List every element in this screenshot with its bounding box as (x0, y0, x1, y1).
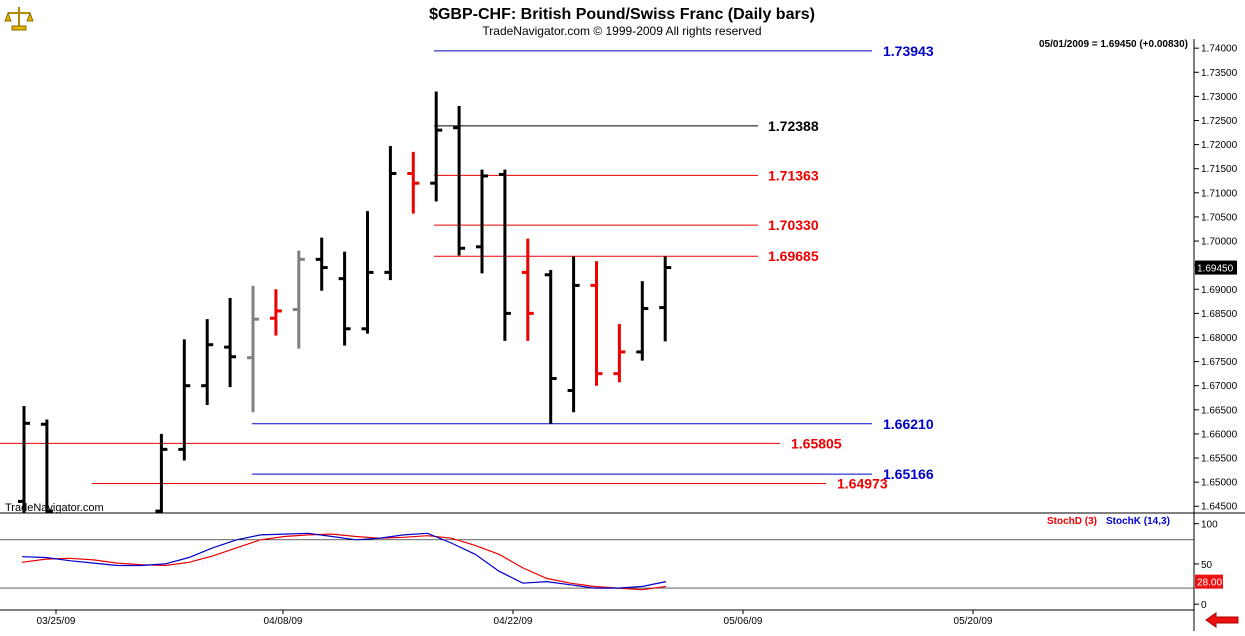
price-tick-label: 1.73500 (1201, 68, 1238, 79)
date-tick-label: 05/06/09 (724, 616, 763, 627)
stoch-tick-label: 50 (1201, 560, 1213, 571)
date-tick-label: 03/25/09 (37, 616, 76, 627)
level-label: 1.73943 (883, 43, 934, 59)
price-tick-label: 1.73000 (1201, 92, 1238, 103)
date-tick-label: 05/20/09 (954, 616, 993, 627)
legend-stochk: StochK (14,3) (1106, 516, 1170, 527)
ohlc-bar (292, 250, 305, 349)
ohlc-bar (659, 256, 672, 342)
legend-stochd: StochD (3) (1047, 516, 1097, 527)
ohlc-bar (407, 151, 420, 214)
ohlc-bar (155, 433, 168, 513)
price-tick-label: 1.64500 (1201, 502, 1238, 513)
level-label: 1.65805 (791, 435, 842, 451)
price-tick-label: 1.67500 (1201, 357, 1238, 368)
date-tick-label: 04/22/09 (494, 616, 533, 627)
last-price-box (1195, 260, 1237, 275)
level-label: 1.72388 (768, 118, 819, 134)
ohlc-bar (18, 405, 30, 513)
ohlc-bar (269, 289, 282, 336)
stoch-tick-label: 0 (1201, 600, 1207, 611)
stoch-tick-label: 100 (1201, 520, 1218, 531)
level-label: 1.70330 (768, 217, 819, 233)
price-tick-label: 1.71000 (1201, 188, 1238, 199)
price-tick-label: 1.74000 (1201, 44, 1238, 55)
price-tick-label: 1.66500 (1201, 405, 1238, 416)
level-label: 1.64973 (837, 475, 888, 491)
ohlc-bar (224, 297, 237, 388)
price-tick-label: 1.72000 (1201, 140, 1238, 151)
chart-title: $GBP-CHF: British Pound/Swiss Franc (Dai… (429, 6, 815, 23)
ohlc-bar (384, 146, 397, 281)
price-tick-label: 1.69000 (1201, 285, 1238, 296)
level-label: 1.66210 (883, 416, 934, 432)
ohlc-bar (590, 261, 603, 386)
price-tick-label: 1.65000 (1201, 478, 1238, 489)
price-tick-label: 1.72500 (1201, 116, 1238, 127)
red-left-arrow-icon[interactable] (1205, 612, 1239, 628)
level-label: 1.71363 (768, 167, 819, 183)
ohlc-bar (636, 281, 649, 361)
stoch-series-line (21, 533, 667, 591)
chart-subtitle: TradeNavigator.com © 1999-2009 All right… (482, 24, 761, 38)
stoch-last-box (1195, 574, 1223, 589)
ohlc-bar (567, 256, 580, 413)
quote-readout: 05/01/2009 = 1.69450 (+0.00830) (1039, 39, 1188, 50)
last-price-label: 1.69450 (1197, 264, 1234, 275)
price-tick-label: 1.68000 (1201, 333, 1238, 344)
ohlc-bar (453, 106, 466, 256)
ohlc-bar (498, 169, 511, 341)
ohlc-bar (247, 285, 259, 413)
stoch-last-label: 28.00 (1197, 578, 1222, 589)
date-tick-label: 04/08/09 (264, 616, 303, 627)
price-tick-label: 1.66000 (1201, 429, 1238, 440)
ohlc-bar (476, 169, 488, 274)
price-tick-label: 1.67000 (1201, 381, 1238, 392)
price-tick-label: 1.68500 (1201, 309, 1238, 320)
ohlc-bar (40, 419, 53, 513)
level-label: 1.65166 (883, 466, 934, 482)
ohlc-bar (613, 323, 626, 383)
price-tick-label: 1.70000 (1201, 237, 1238, 248)
ohlc-bar (315, 237, 328, 291)
ohlc-bar (201, 319, 214, 405)
ohlc-bar (361, 211, 374, 334)
ohlc-bar (430, 91, 443, 202)
ohlc-bar (338, 251, 351, 346)
scales-logo-icon (4, 4, 34, 32)
price-tick-label: 1.70500 (1201, 212, 1238, 223)
stoch-series-line (21, 532, 667, 589)
ohlc-bar (521, 238, 534, 341)
ohlc-bar (178, 339, 191, 461)
level-label: 1.69685 (768, 248, 819, 264)
watermark: TradeNavigator.com (5, 502, 104, 514)
price-tick-label: 1.65500 (1201, 454, 1238, 465)
price-tick-label: 1.71500 (1201, 164, 1238, 175)
ohlc-bar (544, 269, 557, 424)
